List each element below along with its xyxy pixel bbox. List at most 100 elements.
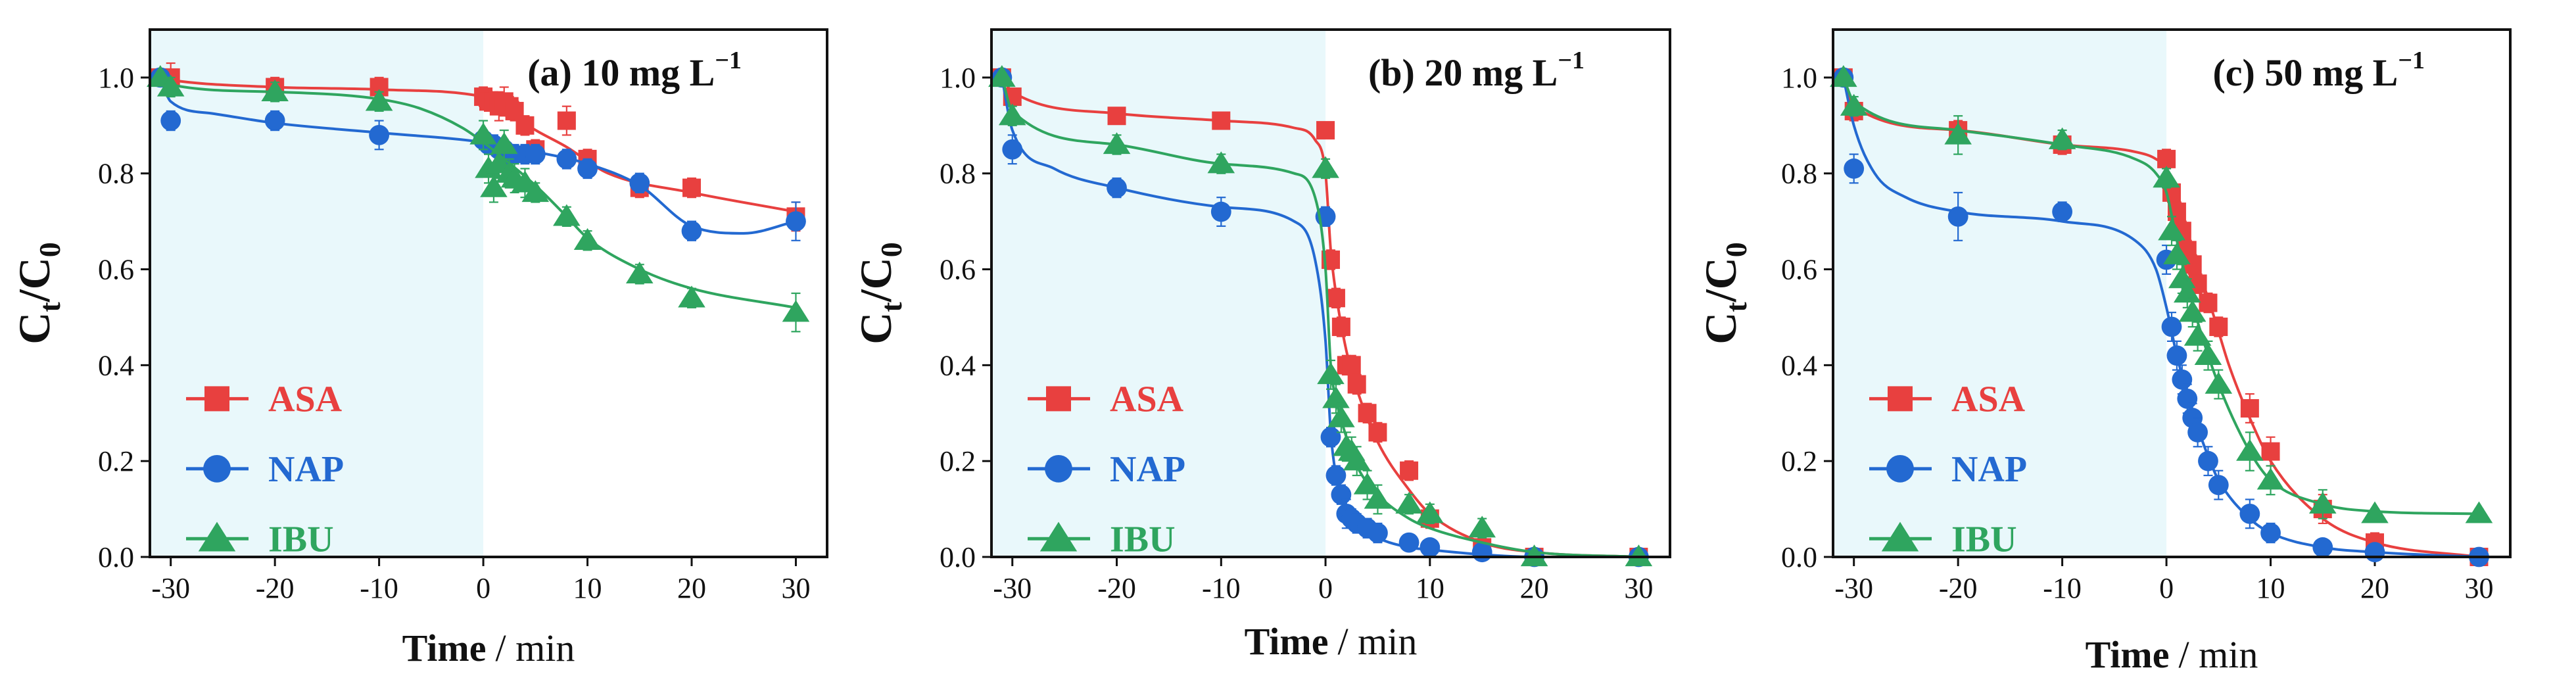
data-point-nap-a bbox=[577, 158, 598, 179]
data-point-nap-c bbox=[2166, 345, 2187, 366]
data-point-asa-b bbox=[1212, 111, 1231, 130]
data-point-ibu-a bbox=[553, 204, 581, 226]
data-point-asa-c bbox=[2209, 318, 2228, 337]
data-point-nap-c bbox=[2312, 537, 2333, 558]
data-point-asa-a bbox=[682, 178, 701, 197]
data-point-ibu-a bbox=[365, 89, 393, 111]
legend-label-asa-c: ASA bbox=[1951, 379, 2026, 420]
data-point-ibu-b bbox=[1520, 544, 1548, 567]
data-point-asa-c bbox=[2157, 149, 2176, 168]
data-point-ibu-b bbox=[1327, 405, 1355, 427]
x-axis-label-b: Time / min bbox=[1245, 620, 1418, 663]
data-point-nap-b bbox=[1368, 523, 1388, 543]
data-point-nap-b bbox=[1325, 465, 1347, 486]
data-point-asa-b bbox=[1326, 289, 1345, 308]
legend-item-nap-c: NAP bbox=[1869, 449, 2027, 490]
data-point-nap-a bbox=[556, 149, 577, 170]
data-point-ibu-a bbox=[573, 228, 602, 250]
data-point-ibu-a bbox=[480, 175, 508, 197]
x-axis-label-a: Time / min bbox=[402, 627, 575, 669]
y-tick-label-a: 0.0 bbox=[98, 541, 134, 573]
panel-title-b: (b) 20 mg L−1 bbox=[1368, 47, 1585, 94]
data-point-ibu-c bbox=[1840, 93, 1868, 116]
y-tick-label-b: 0.2 bbox=[940, 445, 976, 477]
x-tick-label-b: -20 bbox=[1097, 572, 1136, 604]
y-tick-label-b: 0.0 bbox=[940, 541, 976, 573]
data-point-ibu-c bbox=[1830, 65, 1857, 87]
data-point-ibu-c bbox=[2168, 266, 2196, 289]
panel-c: -30 -20 -10 0 10 20 30 0.0 0.2 0.4 0.6 0.8 1.0 ASA NAP… bbox=[1696, 28, 2512, 676]
data-point-ibu-b bbox=[1322, 386, 1350, 408]
data-point-nap-b bbox=[1210, 201, 1231, 222]
plot-frame-c bbox=[1832, 28, 2512, 558]
y-tick-label-b: 1.0 bbox=[940, 62, 976, 94]
legend-item-asa-a: ASA bbox=[186, 379, 343, 420]
panel-title-a: (a) 10 mg L−1 bbox=[527, 47, 742, 94]
data-point-asa-b bbox=[1347, 375, 1366, 394]
data-point-ibu-a bbox=[261, 79, 289, 101]
y-axis-label-part-a: /C bbox=[9, 257, 59, 302]
data-point-nap-b bbox=[1107, 178, 1127, 198]
data-point-ibu-a bbox=[625, 261, 654, 284]
y-axis-label-b: Ct/C0 bbox=[851, 242, 908, 344]
legend-item-nap-b: NAP bbox=[1028, 449, 1185, 490]
data-point-nap-a bbox=[681, 220, 702, 241]
data-point-asa-b bbox=[1368, 423, 1387, 442]
data-point-ibu-a bbox=[156, 74, 185, 97]
series-ibu-a bbox=[147, 65, 810, 333]
series-ibu-b bbox=[988, 65, 1653, 567]
y-tick-label-b: 0.6 bbox=[940, 254, 976, 286]
data-point-asa-c bbox=[2199, 293, 2218, 312]
data-point-ibu-b bbox=[988, 65, 1016, 87]
data-point-ibu-c bbox=[2178, 300, 2206, 322]
x-tick-label-a: 0 bbox=[476, 572, 490, 604]
fit-curve-nap-b bbox=[1000, 77, 1639, 557]
y-tick-label-c: 0.8 bbox=[1781, 158, 1817, 190]
data-point-ibu-a bbox=[782, 300, 810, 322]
x-axis-label-name-c: Time bbox=[2086, 633, 2170, 676]
y-axis-label-part-c: C bbox=[1696, 312, 1746, 345]
y-axis-label-part-a: 0 bbox=[33, 242, 66, 257]
x-axis-label-unit-b: / min bbox=[1337, 620, 1417, 663]
plot-frame-a bbox=[149, 28, 828, 558]
y-tick-label-b: 0.8 bbox=[940, 158, 976, 190]
legend-label-ibu-c: IBU bbox=[1951, 519, 2017, 560]
x-tick-label-b: 10 bbox=[1416, 572, 1444, 604]
panel-title-superscript-a: −1 bbox=[715, 47, 742, 74]
x-tick-label-a: -10 bbox=[360, 572, 398, 604]
legend-label-ibu-b: IBU bbox=[1110, 519, 1176, 560]
data-point-ibu-b bbox=[1343, 448, 1371, 471]
data-point-ibu-c bbox=[2308, 491, 2337, 514]
y-tick-label-c: 0.4 bbox=[1781, 349, 1817, 381]
data-point-nap-a bbox=[786, 211, 806, 232]
data-point-nap-c bbox=[2177, 389, 2198, 409]
data-point-asa-c bbox=[2261, 442, 2280, 461]
data-point-asa-b bbox=[1107, 107, 1126, 126]
y-tick-label-b: 0.4 bbox=[940, 349, 976, 381]
legend-marker-asa-a bbox=[204, 386, 229, 412]
data-point-ibu-c bbox=[2048, 127, 2076, 149]
data-point-ibu-b bbox=[1625, 544, 1653, 567]
data-point-ibu-c bbox=[2361, 501, 2389, 523]
x-tick-label-a: -20 bbox=[256, 572, 295, 604]
x-tick-label-c: -20 bbox=[1939, 572, 1978, 604]
x-tick-label-a: -30 bbox=[151, 572, 190, 604]
data-point-nap-b bbox=[1002, 139, 1023, 160]
legend-marker-ibu-c bbox=[1881, 521, 1919, 552]
legend-item-asa-c: ASA bbox=[1869, 379, 2026, 420]
data-point-ibu-b bbox=[1353, 472, 1381, 494]
legend-marker-ibu-a bbox=[198, 521, 236, 552]
data-point-nap-a bbox=[264, 110, 285, 131]
data-point-nap-c bbox=[2172, 369, 2193, 390]
data-point-nap-c bbox=[1844, 158, 1865, 179]
y-tick-label-a: 0.2 bbox=[98, 445, 134, 477]
legend-label-nap-b: NAP bbox=[1110, 449, 1185, 490]
data-point-asa-a bbox=[515, 116, 535, 135]
data-point-nap-c bbox=[2239, 503, 2260, 524]
x-tick-label-b: 20 bbox=[1520, 572, 1549, 604]
x-tick-label-a: 30 bbox=[781, 572, 810, 604]
y-tick-label-c: 1.0 bbox=[1781, 62, 1817, 94]
x-tick-label-b: -10 bbox=[1202, 572, 1241, 604]
data-point-ibu-a bbox=[521, 180, 550, 203]
